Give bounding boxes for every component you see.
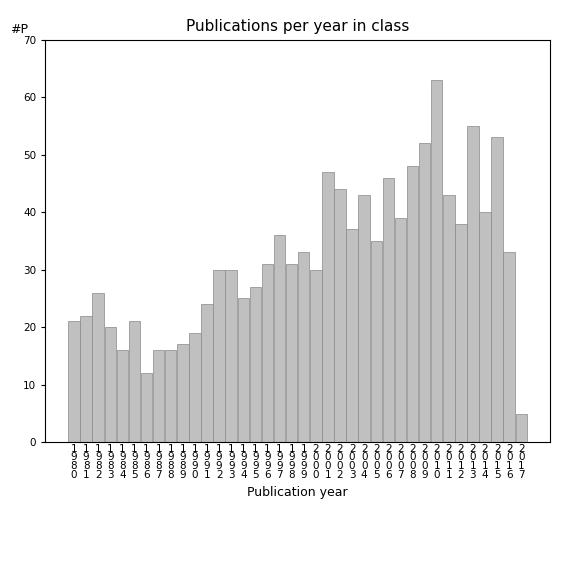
Bar xyxy=(298,252,310,442)
Bar xyxy=(383,177,394,442)
Bar xyxy=(274,235,285,442)
Bar xyxy=(262,264,273,442)
Bar xyxy=(370,241,382,442)
Bar xyxy=(310,270,321,442)
Bar xyxy=(443,195,455,442)
Bar xyxy=(492,137,503,442)
Bar xyxy=(467,126,479,442)
Bar xyxy=(226,270,237,442)
Bar xyxy=(213,270,225,442)
Bar xyxy=(419,143,430,442)
Bar xyxy=(81,316,92,442)
Bar xyxy=(322,172,333,442)
Bar xyxy=(129,321,140,442)
Bar xyxy=(479,212,491,442)
Bar xyxy=(358,195,370,442)
Bar xyxy=(117,350,128,442)
Bar xyxy=(165,350,176,442)
Bar xyxy=(189,333,201,442)
Bar xyxy=(104,327,116,442)
Bar xyxy=(346,230,358,442)
Bar xyxy=(201,304,213,442)
Bar xyxy=(153,350,164,442)
Bar xyxy=(515,413,527,442)
Bar xyxy=(92,293,104,442)
Bar xyxy=(407,166,418,442)
Bar xyxy=(395,218,406,442)
Bar xyxy=(431,80,442,442)
Text: #P: #P xyxy=(10,23,28,36)
Bar xyxy=(141,373,153,442)
Bar xyxy=(177,345,189,442)
X-axis label: Publication year: Publication year xyxy=(247,485,348,498)
Bar xyxy=(68,321,80,442)
Bar xyxy=(503,252,515,442)
Bar xyxy=(334,189,346,442)
Title: Publications per year in class: Publications per year in class xyxy=(186,19,409,35)
Bar xyxy=(286,264,297,442)
Bar xyxy=(249,287,261,442)
Bar xyxy=(238,298,249,442)
Bar xyxy=(455,224,467,442)
